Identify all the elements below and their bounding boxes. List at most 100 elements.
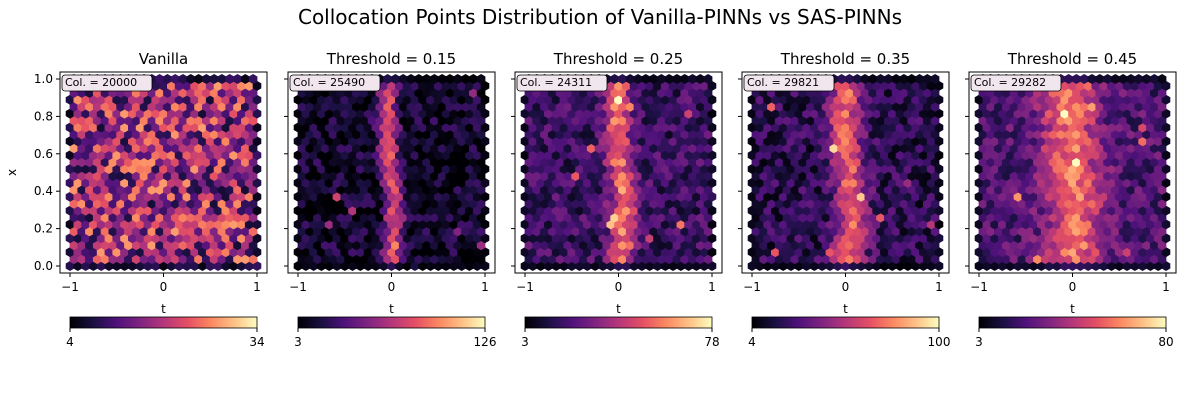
hex-cell bbox=[309, 219, 318, 230]
hex-cell bbox=[461, 226, 470, 237]
hex-cell bbox=[1111, 87, 1120, 98]
hex-cell bbox=[476, 171, 486, 181]
hex-cell bbox=[1060, 164, 1069, 174]
hex-cell bbox=[472, 191, 482, 202]
hex-cell bbox=[237, 136, 246, 147]
hex-cell bbox=[660, 94, 670, 105]
hex-cell bbox=[653, 80, 662, 91]
hex-cell bbox=[583, 108, 592, 119]
hex-cell bbox=[606, 136, 615, 147]
hex-cell bbox=[77, 129, 86, 140]
hex-cell bbox=[441, 205, 451, 216]
hex-cell bbox=[1111, 184, 1120, 195]
hex-cell bbox=[1091, 80, 1101, 91]
hex-cell bbox=[383, 115, 392, 126]
hex-cell bbox=[680, 74, 690, 84]
hex-cell bbox=[1095, 254, 1105, 265]
hex-cell bbox=[837, 212, 846, 223]
hex-cell bbox=[536, 205, 545, 216]
hex-cell bbox=[990, 108, 999, 119]
hex-cell bbox=[422, 74, 431, 84]
hex-cell bbox=[112, 205, 122, 216]
hex-cell bbox=[225, 157, 235, 168]
hex-cell bbox=[309, 150, 318, 161]
hex-cell bbox=[606, 164, 615, 174]
hex-cell bbox=[1087, 115, 1097, 126]
hex-cell bbox=[703, 101, 713, 112]
hex-cell bbox=[1037, 177, 1046, 188]
hex-cell bbox=[1079, 171, 1089, 181]
hex-cell bbox=[763, 233, 772, 244]
hex-cell bbox=[915, 198, 924, 209]
hex-cell bbox=[1056, 157, 1066, 168]
hex-cell bbox=[426, 261, 435, 271]
hex-cell bbox=[528, 122, 538, 133]
hex-cell bbox=[178, 240, 188, 251]
hex-cell bbox=[1095, 226, 1105, 237]
hex-cell bbox=[453, 254, 463, 265]
hex-cell bbox=[887, 247, 897, 258]
hex-cell bbox=[348, 136, 357, 147]
hex-cell bbox=[170, 143, 180, 154]
hex-cell bbox=[426, 247, 435, 258]
hex-cell bbox=[864, 108, 874, 119]
hex-cell bbox=[680, 87, 690, 98]
hex-cell bbox=[806, 184, 815, 195]
hex-cell bbox=[221, 94, 231, 105]
hex-cell bbox=[794, 177, 804, 188]
colorbar-gradient bbox=[297, 316, 486, 329]
hex-cell bbox=[1103, 171, 1112, 181]
hex-cell bbox=[320, 240, 330, 251]
hex-cell bbox=[244, 177, 254, 188]
hex-cell bbox=[774, 143, 784, 154]
hex-cell bbox=[336, 254, 346, 265]
hex-cell bbox=[104, 219, 114, 230]
hex-cell bbox=[104, 205, 114, 216]
hex-cell bbox=[813, 157, 823, 168]
hex-cell bbox=[194, 212, 203, 223]
hex-cell bbox=[551, 150, 561, 161]
hex-cell bbox=[437, 115, 447, 126]
hex-cell bbox=[472, 247, 482, 258]
hex-cell bbox=[336, 101, 346, 112]
hex-cell bbox=[583, 219, 592, 230]
hex-cell bbox=[833, 122, 842, 133]
hex-cell bbox=[845, 254, 854, 265]
hex-cell bbox=[774, 101, 784, 112]
hex-cell bbox=[672, 74, 682, 84]
hex-cell bbox=[547, 254, 557, 265]
hex-cell bbox=[1064, 157, 1073, 168]
hex-cell bbox=[406, 198, 416, 209]
hex-cell bbox=[159, 94, 168, 105]
y-tick-label: 0.2 bbox=[34, 222, 53, 236]
hex-cell bbox=[696, 87, 705, 98]
hex-cell bbox=[1150, 74, 1159, 84]
hex-cell bbox=[915, 212, 924, 223]
hex-cell bbox=[356, 219, 365, 230]
hex-cell bbox=[1134, 171, 1144, 181]
hex-cell bbox=[96, 164, 106, 174]
hex-cell bbox=[213, 191, 223, 202]
hex-cell bbox=[1103, 157, 1112, 168]
hex-cell bbox=[895, 261, 905, 271]
hex-cell bbox=[128, 150, 137, 161]
hex-cell bbox=[974, 108, 984, 119]
hex-cell bbox=[755, 233, 765, 244]
hex-cell bbox=[864, 80, 874, 91]
hex-cell bbox=[461, 143, 470, 154]
hex-cell bbox=[1157, 198, 1167, 209]
hex-cell bbox=[544, 191, 553, 202]
hex-cell bbox=[233, 101, 242, 112]
hex-cell bbox=[641, 115, 651, 126]
hex-cell bbox=[131, 184, 141, 195]
hex-cell bbox=[614, 205, 623, 216]
hex-cell bbox=[178, 157, 188, 168]
hex-cell bbox=[244, 108, 254, 119]
hex-cell bbox=[167, 108, 176, 119]
hex-cell bbox=[629, 191, 639, 202]
hex-cell bbox=[872, 94, 881, 105]
hex-cell bbox=[1009, 184, 1019, 195]
hex-cell bbox=[524, 240, 534, 251]
hex-cell bbox=[465, 233, 474, 244]
hex-cell bbox=[790, 115, 800, 126]
